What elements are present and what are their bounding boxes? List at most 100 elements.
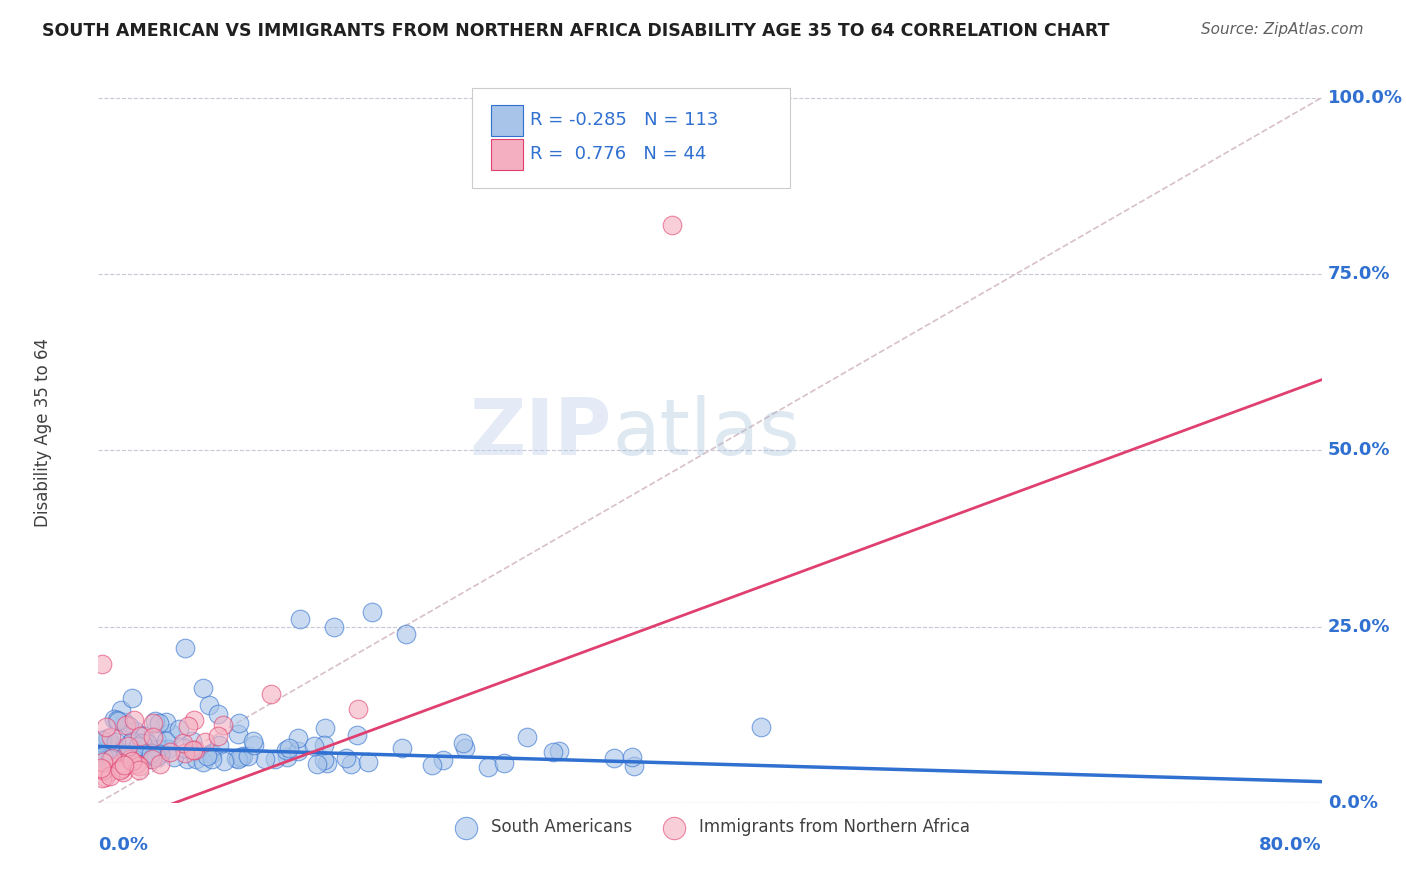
Point	[97, 753, 120, 767]
Point	[159, 725, 181, 739]
Text: 50.0%: 50.0%	[1327, 442, 1391, 459]
Point	[97, 739, 120, 754]
Point	[107, 742, 129, 756]
Text: 0.0%: 0.0%	[1327, 794, 1378, 812]
Point	[127, 739, 149, 754]
Point	[155, 734, 177, 748]
Point	[226, 727, 249, 741]
Point	[183, 713, 205, 727]
Point	[101, 738, 124, 752]
FancyBboxPatch shape	[491, 138, 523, 169]
Point	[208, 738, 231, 752]
Point	[225, 751, 247, 765]
Point	[115, 748, 138, 763]
Point	[155, 714, 177, 729]
Point	[110, 763, 132, 777]
Point	[142, 715, 165, 730]
Point	[547, 744, 569, 758]
Point	[94, 753, 117, 767]
Point	[139, 752, 162, 766]
Point	[145, 749, 167, 764]
Point	[232, 748, 254, 763]
Point	[661, 218, 683, 232]
Text: 25.0%: 25.0%	[1327, 617, 1391, 635]
Point	[181, 743, 204, 757]
Point	[141, 752, 163, 766]
Point	[107, 714, 129, 728]
Point	[159, 745, 181, 759]
Text: SOUTH AMERICAN VS IMMIGRANTS FROM NORTHERN AFRICA DISABILITY AGE 35 TO 64 CORREL: SOUTH AMERICAN VS IMMIGRANTS FROM NORTHE…	[42, 22, 1109, 40]
Point	[135, 736, 157, 750]
Point	[118, 736, 141, 750]
Point	[103, 712, 125, 726]
Point	[302, 739, 325, 753]
Point	[142, 730, 165, 744]
Point	[432, 753, 454, 767]
Point	[451, 736, 474, 750]
Point	[104, 735, 127, 749]
Point	[134, 729, 156, 743]
Point	[91, 763, 114, 777]
Point	[112, 714, 135, 729]
Point	[100, 750, 122, 764]
Point	[184, 752, 207, 766]
Point	[200, 752, 222, 766]
Point	[91, 756, 114, 770]
Point	[195, 748, 218, 763]
FancyBboxPatch shape	[471, 88, 790, 188]
Point	[98, 751, 121, 765]
Point	[242, 734, 264, 748]
Point	[242, 738, 264, 752]
Point	[307, 757, 329, 772]
Point	[97, 731, 120, 745]
Point	[127, 756, 149, 771]
Point	[201, 746, 224, 760]
Point	[98, 752, 121, 766]
Point	[274, 742, 297, 756]
Point	[148, 716, 170, 731]
Point	[231, 749, 253, 764]
Point	[111, 765, 134, 780]
Point	[118, 754, 141, 768]
Point	[494, 756, 516, 770]
Point	[114, 717, 136, 731]
Point	[287, 744, 309, 758]
Point	[623, 759, 645, 773]
Point	[420, 758, 443, 772]
Text: R = -0.285   N = 113: R = -0.285 N = 113	[530, 112, 718, 129]
Point	[260, 687, 283, 701]
Point	[114, 748, 136, 763]
Point	[191, 681, 214, 695]
Point	[89, 734, 111, 748]
Point	[145, 714, 167, 729]
Point	[347, 702, 370, 716]
Point	[121, 691, 143, 706]
Point	[94, 741, 117, 756]
Point	[212, 718, 235, 732]
Point	[236, 748, 259, 763]
Point	[167, 722, 190, 736]
Text: Source: ZipAtlas.com: Source: ZipAtlas.com	[1201, 22, 1364, 37]
Point	[125, 757, 148, 772]
Point	[96, 720, 118, 734]
Point	[131, 736, 153, 750]
Point	[91, 749, 114, 764]
Point	[198, 698, 221, 712]
Text: 100.0%: 100.0%	[1327, 88, 1403, 107]
Point	[288, 612, 311, 626]
Point	[322, 619, 344, 633]
Point	[603, 750, 626, 764]
Point	[111, 751, 134, 765]
Point	[139, 747, 162, 761]
Point	[93, 771, 115, 785]
Point	[110, 703, 132, 717]
Point	[180, 734, 202, 748]
Point	[207, 729, 229, 743]
Point	[128, 763, 150, 777]
Point	[278, 740, 301, 755]
Point	[98, 769, 121, 783]
Point	[90, 761, 112, 775]
Point	[200, 747, 222, 762]
Point	[391, 741, 413, 756]
Text: Disability Age 35 to 64: Disability Age 35 to 64	[34, 338, 52, 527]
